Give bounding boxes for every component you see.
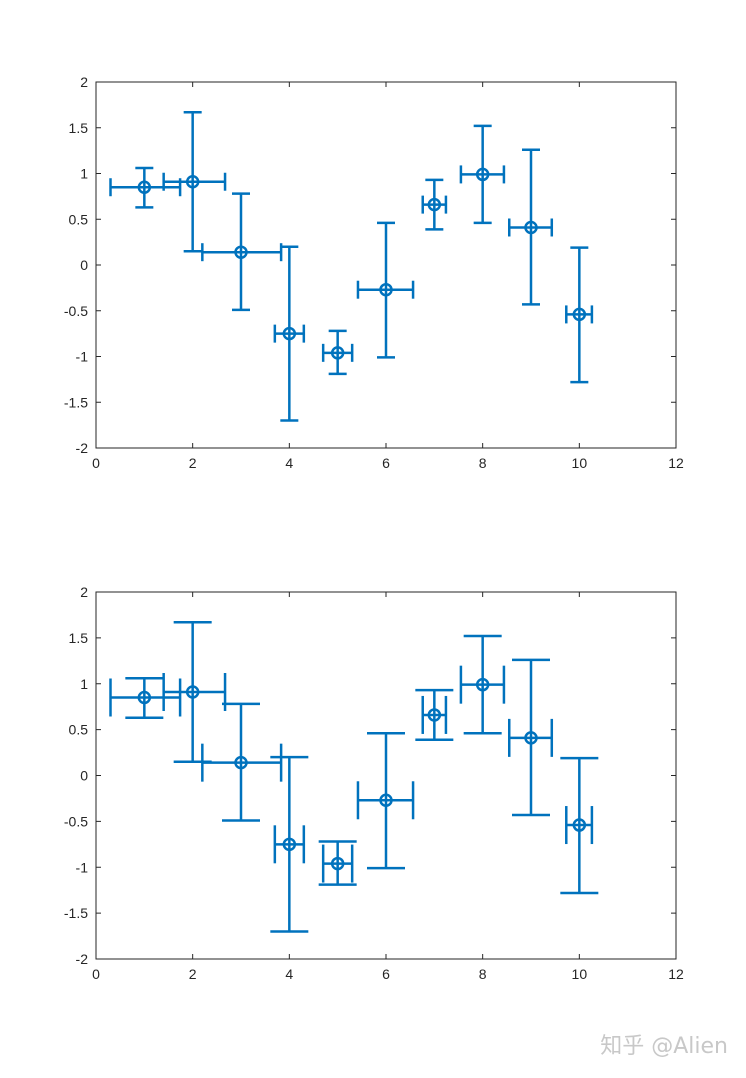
data-marker (524, 731, 538, 745)
y-tick-label: -2 (76, 440, 89, 456)
data-marker (572, 307, 587, 322)
y-tick-label: 1 (80, 166, 88, 182)
x-tick-label: 8 (479, 966, 487, 982)
data-marker (427, 708, 442, 722)
data-marker (185, 685, 200, 699)
errorbar-point-6 (356, 732, 415, 870)
watermark: 知乎 @Alien (600, 1034, 728, 1059)
y-tick-label: -1 (76, 859, 89, 875)
data-marker (379, 793, 393, 808)
y-tick-label: 0 (80, 768, 88, 784)
errorbar-point-8 (459, 124, 506, 225)
data-marker (427, 197, 442, 212)
y-tick-label: -0.5 (64, 303, 88, 319)
data-marker (572, 818, 587, 832)
errorbar-point-7 (421, 178, 448, 231)
x-tick-label: 6 (382, 455, 390, 471)
data-marker (234, 245, 248, 259)
y-tick-label: 0 (80, 257, 88, 273)
errorbar-point-5 (318, 840, 357, 886)
errorbar-point-9 (508, 148, 554, 306)
y-tick-label: -1 (76, 349, 89, 365)
x-tick-label: 2 (189, 966, 197, 982)
data-marker (234, 755, 248, 770)
x-tick-label: 0 (92, 966, 100, 982)
x-tick-label: 2 (189, 455, 197, 471)
y-tick-label: -1.5 (64, 905, 88, 921)
y-tick-label: 1.5 (69, 120, 89, 136)
y-tick-label: 2 (80, 584, 88, 600)
errorbar-point-8 (459, 634, 506, 735)
x-tick-label: 4 (285, 455, 293, 471)
errorbar-point-6 (356, 221, 415, 359)
errorbar-point-3 (201, 702, 283, 822)
y-tick-label: 0.5 (69, 211, 89, 227)
data-marker (330, 856, 345, 871)
errorbar-point-2 (162, 110, 227, 253)
y-tick-label: 2 (80, 74, 88, 90)
y-tick-label: 0.5 (69, 722, 89, 738)
x-tick-label: 8 (479, 455, 487, 471)
data-marker (282, 837, 297, 852)
chart-2: 0 2 4 6 8 10 12 2 1.5 1 0.5 0 -0.5 -1 -1.5 -2 (64, 584, 684, 982)
chart-1: 0 2 4 6 8 10 12 2 1.5 1 0.5 0 -0.5 -1 -1.5 -2 (64, 74, 684, 471)
data-marker (185, 174, 200, 189)
x-tick-label: 0 (92, 455, 100, 471)
errorbar-point-2 (162, 621, 227, 763)
errorbar-point-1 (109, 676, 182, 719)
x-tick-label: 4 (285, 966, 293, 982)
errorbar-point-4 (270, 755, 309, 933)
y-tick-label: 1 (80, 676, 88, 692)
x-tick-label: 12 (668, 455, 684, 471)
data-marker (379, 282, 393, 297)
data-marker (524, 220, 538, 235)
y-tick-label: -0.5 (64, 813, 88, 829)
x-tick-label: 10 (572, 455, 588, 471)
errorbar-point-1 (109, 166, 182, 209)
data-marker (137, 180, 152, 194)
x-tick-label: 6 (382, 966, 390, 982)
errorbar-point-10 (565, 246, 594, 384)
data-marker (282, 326, 297, 341)
errorbar-point-4 (273, 245, 306, 422)
errorbar-point-7 (415, 688, 454, 741)
errorbar-point-5 (321, 329, 354, 376)
y-tick-label: -2 (76, 951, 89, 967)
y-tick-label: 1.5 (69, 630, 89, 646)
y-tick-label: -1.5 (64, 394, 88, 410)
errorbar-point-10 (560, 756, 599, 895)
x-tick-label: 12 (668, 966, 684, 982)
errorbar-point-9 (508, 658, 554, 817)
data-marker (475, 167, 490, 182)
data-marker (330, 346, 345, 360)
data-marker (137, 690, 152, 705)
x-tick-label: 10 (572, 966, 588, 982)
data-marker (475, 677, 490, 692)
